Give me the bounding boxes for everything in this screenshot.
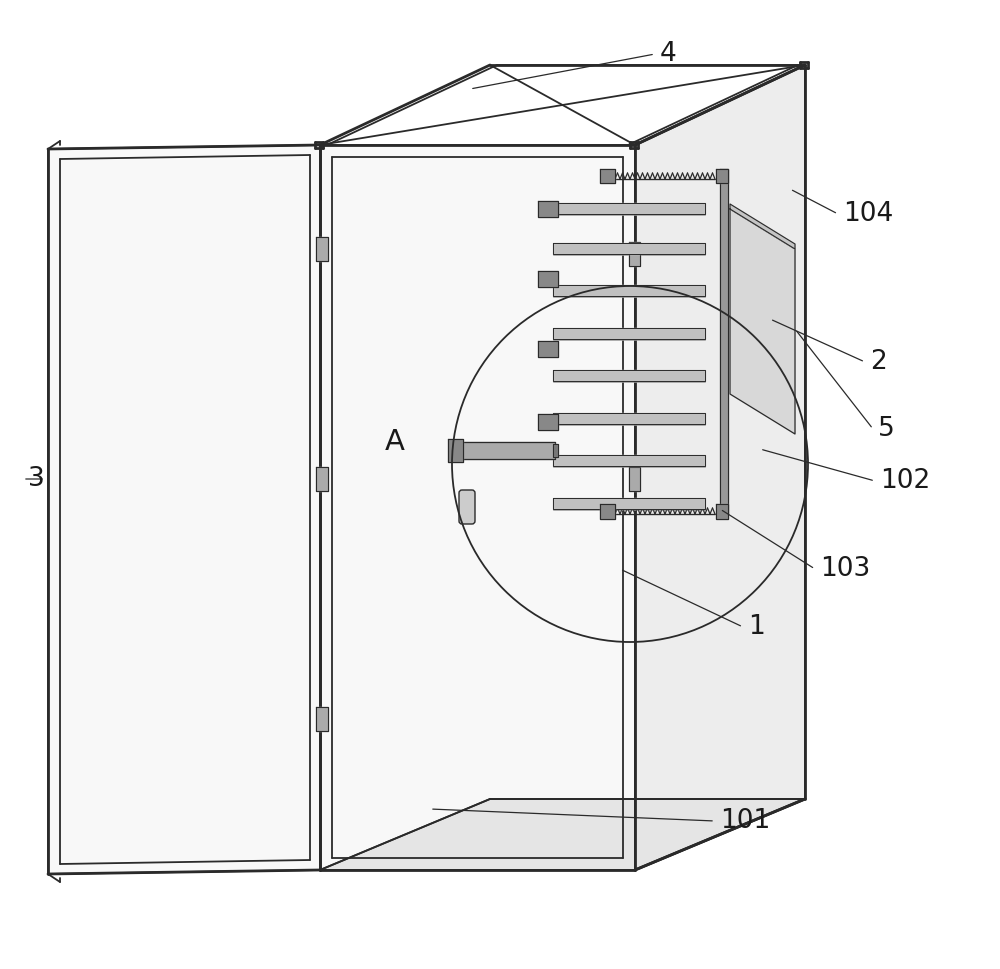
Polygon shape <box>730 209 795 434</box>
Polygon shape <box>448 439 463 462</box>
Text: 103: 103 <box>820 556 870 582</box>
Polygon shape <box>553 328 705 339</box>
Polygon shape <box>316 707 328 731</box>
Polygon shape <box>538 414 558 430</box>
Polygon shape <box>553 285 705 296</box>
Polygon shape <box>538 201 558 217</box>
Text: 3: 3 <box>28 466 45 492</box>
Polygon shape <box>716 504 728 519</box>
Text: 102: 102 <box>880 468 930 494</box>
Text: 4: 4 <box>660 41 677 67</box>
Text: 104: 104 <box>843 201 893 227</box>
Polygon shape <box>730 204 795 249</box>
Text: 2: 2 <box>870 349 887 375</box>
Polygon shape <box>635 65 805 870</box>
Polygon shape <box>553 243 705 254</box>
Polygon shape <box>629 242 640 266</box>
Polygon shape <box>320 145 635 870</box>
Polygon shape <box>600 169 615 183</box>
Text: A: A <box>385 428 405 456</box>
Polygon shape <box>320 799 805 870</box>
Polygon shape <box>716 169 728 183</box>
FancyBboxPatch shape <box>459 490 475 524</box>
Polygon shape <box>553 203 705 214</box>
Polygon shape <box>316 467 328 491</box>
Polygon shape <box>48 145 320 874</box>
Polygon shape <box>538 341 558 357</box>
Polygon shape <box>538 271 558 287</box>
Polygon shape <box>460 442 555 459</box>
Text: 1: 1 <box>748 614 765 640</box>
Polygon shape <box>553 413 705 424</box>
Polygon shape <box>553 455 705 466</box>
Text: 5: 5 <box>878 416 895 442</box>
Polygon shape <box>553 370 705 381</box>
Polygon shape <box>553 444 558 457</box>
Polygon shape <box>553 498 705 509</box>
Polygon shape <box>600 504 615 519</box>
Text: 101: 101 <box>720 808 770 834</box>
Polygon shape <box>316 237 328 261</box>
Polygon shape <box>720 169 728 514</box>
Polygon shape <box>629 467 640 491</box>
